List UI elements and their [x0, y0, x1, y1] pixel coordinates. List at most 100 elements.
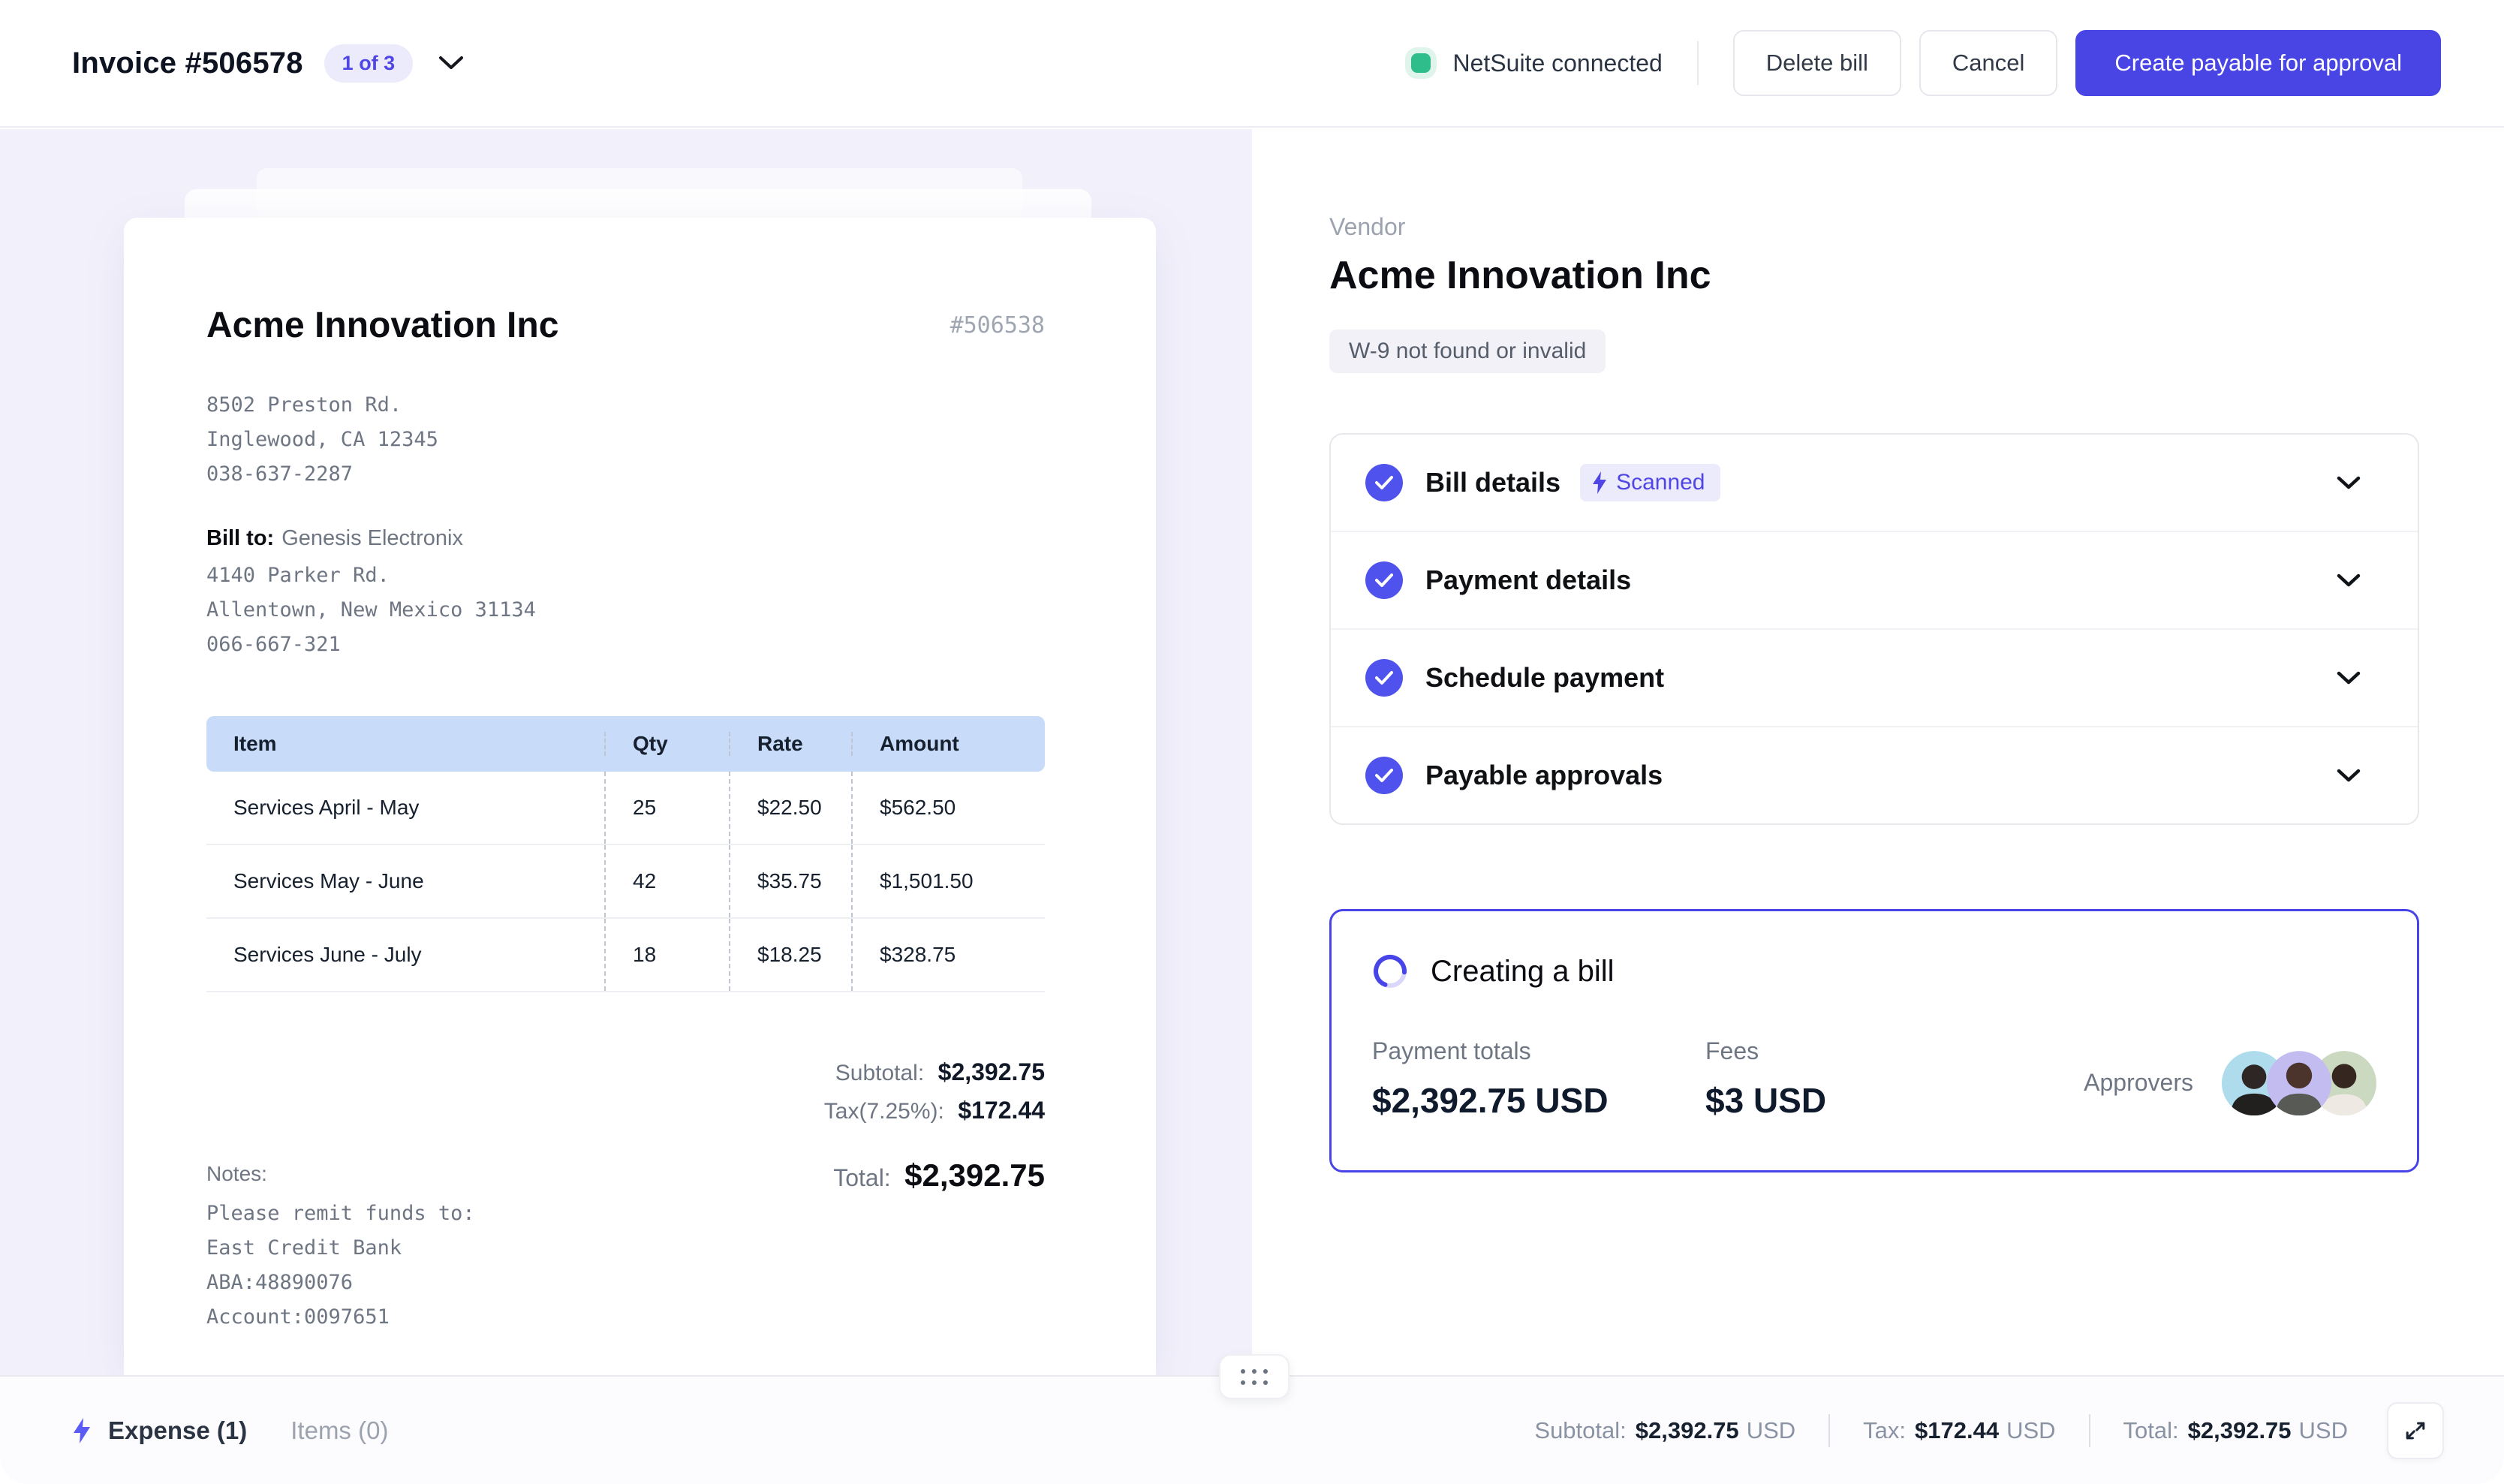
tab-expense-label: Expense (1) — [108, 1416, 248, 1444]
invoice-notes: Notes: Please remit funds to: East Credi… — [206, 1162, 475, 1335]
cell-qty: 25 — [604, 772, 729, 844]
col-header-item: Item — [233, 732, 277, 755]
footer-total-value: $2,392.75 — [2187, 1416, 2292, 1443]
total-label: Total: — [833, 1164, 891, 1191]
payment-totals-block: Payment totals $2,392.75 USD — [1372, 1037, 1705, 1121]
invoice-document: Acme Innovation Inc #506538 8502 Preston… — [124, 218, 1156, 1375]
header-bar: Invoice #506578 1 of 3 NetSuite connecte… — [0, 0, 2504, 128]
section-payment-details[interactable]: Payment details — [1331, 531, 2418, 628]
panel-resize-handle[interactable] — [1219, 1354, 1290, 1399]
cell-rate: $22.50 — [729, 772, 851, 844]
chevron-down-icon[interactable] — [2337, 769, 2361, 783]
footer-subtotal: Subtotal: $2,392.75 USD — [1534, 1417, 1795, 1444]
table-header-row: Item Qty Rate Amount — [206, 716, 1045, 772]
check-circle-icon — [1365, 464, 1403, 501]
document-preview-panel: Acme Innovation Inc #506538 8502 Preston… — [0, 129, 1252, 1375]
create-payable-button[interactable]: Create payable for approval — [2075, 30, 2441, 96]
footer-tax-label: Tax: — [1863, 1416, 1906, 1443]
cell-rate: $35.75 — [729, 845, 851, 917]
approver-avatar — [2267, 1050, 2331, 1115]
line-items-table: Item Qty Rate Amount Services April - Ma… — [206, 716, 1045, 992]
cell-item: Services April - May — [233, 796, 420, 819]
subtotal-label: Subtotal: — [835, 1061, 925, 1085]
section-label: Payable approvals — [1425, 760, 1663, 790]
lightning-icon — [1593, 471, 1607, 494]
notes-label: Notes: — [206, 1162, 267, 1185]
creating-bill-title: Creating a bill — [1431, 954, 1615, 988]
expand-button[interactable] — [2387, 1401, 2444, 1459]
header-divider — [1696, 41, 1699, 85]
invoice-switcher-chevron-down-icon[interactable] — [438, 56, 464, 71]
footer-total: Total: $2,392.75 USD — [2123, 1417, 2348, 1444]
bill-to-address-line: 4140 Parker Rd. — [206, 564, 390, 587]
notes-line: East Credit Bank — [206, 1236, 402, 1260]
invoice-vendor-address: 8502 Preston Rd. Inglewood, CA 12345 038… — [206, 388, 1045, 492]
footer-bar: Expense (1) Items (0) Subtotal: $2,392.75… — [0, 1375, 2504, 1484]
cell-rate: $18.25 — [729, 919, 851, 991]
bill-to-block: Bill to: Genesis Electronix 4140 Parker R… — [206, 526, 1045, 662]
drag-dots-icon — [1241, 1368, 1268, 1385]
total-value: $2,392.75 — [904, 1157, 1045, 1193]
cell-qty: 42 — [604, 845, 729, 917]
footer-total-currency: USD — [2298, 1416, 2348, 1443]
bill-to-address-line: Allentown, New Mexico 31134 — [206, 598, 536, 622]
invoice-totals: Subtotal: $2,392.75 Tax(7.25%): $172.44 … — [824, 1058, 1045, 1204]
footer-subtotal-label: Subtotal: — [1534, 1416, 1627, 1443]
chevron-down-icon[interactable] — [2337, 671, 2361, 685]
section-label: Schedule payment — [1425, 662, 1665, 693]
section-payable-approvals[interactable]: Payable approvals — [1331, 726, 2418, 823]
bill-to-name: Genesis Electronix — [281, 526, 463, 550]
tab-items[interactable]: Items (0) — [290, 1416, 388, 1445]
approvers-label: Approvers — [2084, 1069, 2193, 1097]
notes-line: Please remit funds to: — [206, 1202, 475, 1225]
netsuite-status-label: NetSuite connected — [1452, 49, 1663, 77]
check-circle-icon — [1365, 659, 1403, 697]
address-line: Inglewood, CA 12345 — [206, 428, 438, 451]
fees-value: $3 USD — [1705, 1081, 1827, 1120]
check-circle-icon — [1365, 757, 1403, 794]
col-header-amount: Amount — [851, 732, 1045, 756]
col-header-qty: Qty — [604, 732, 729, 756]
header-actions: NetSuite connected Delete bill Cancel Cr… — [1410, 30, 2441, 96]
chevron-down-icon[interactable] — [2337, 573, 2361, 588]
section-label: Bill details — [1425, 467, 1561, 498]
netsuite-status-icon — [1410, 53, 1431, 73]
bill-to-address-line: 066-667-321 — [206, 633, 341, 656]
cancel-button[interactable]: Cancel — [1919, 30, 2058, 96]
tax-label: Tax(7.25%): — [823, 1099, 944, 1124]
table-row: Services April - May 25 $22.50 $562.50 — [206, 772, 1045, 845]
approvers-group: Approvers — [2084, 1050, 2376, 1115]
section-label: Payment details — [1425, 564, 1632, 595]
bill-sections-accordion: Bill details Scanned Payment details — [1329, 433, 2419, 825]
delete-bill-button[interactable]: Delete bill — [1732, 30, 1901, 96]
bill-details-panel: Vendor Acme Innovation Inc W-9 not found… — [1252, 129, 2504, 1375]
section-bill-details[interactable]: Bill details Scanned — [1331, 435, 2418, 531]
footer-tax: Tax: $172.44 USD — [1863, 1417, 2055, 1444]
page-count-badge: 1 of 3 — [324, 44, 414, 83]
fees-block: Fees $3 USD — [1705, 1037, 2039, 1121]
address-line: 038-637-2287 — [206, 462, 354, 486]
footer-total-label: Total: — [2123, 1416, 2179, 1443]
chevron-down-icon[interactable] — [2337, 476, 2361, 490]
invoice-number: #506538 — [950, 312, 1045, 339]
cell-qty: 18 — [604, 919, 729, 991]
tab-expense[interactable]: Expense (1) — [72, 1416, 247, 1445]
table-row: Services May - June 42 $35.75 $1,501.50 — [206, 845, 1045, 919]
notes-line: Account:0097651 — [206, 1305, 390, 1329]
w9-status-badge: W-9 not found or invalid — [1329, 330, 1606, 373]
footer-subtotal-currency: USD — [1746, 1416, 1796, 1443]
footer-tax-currency: USD — [2006, 1416, 2056, 1443]
subtotal-value: $2,392.75 — [937, 1058, 1045, 1085]
col-header-rate: Rate — [729, 732, 851, 756]
cell-item: Services June - July — [233, 943, 422, 966]
spinner-icon — [1374, 955, 1407, 988]
payment-totals-label: Payment totals — [1372, 1037, 1531, 1064]
cell-amount: $562.50 — [851, 772, 1045, 844]
section-schedule-payment[interactable]: Schedule payment — [1331, 628, 2418, 726]
vendor-label: Vendor — [1329, 213, 1406, 240]
payment-totals-value: $2,392.75 USD — [1372, 1081, 1609, 1120]
tax-value: $172.44 — [958, 1097, 1045, 1124]
scanned-badge-label: Scanned — [1616, 470, 1705, 495]
creating-bill-card: Creating a bill Payment totals $2,392.75… — [1329, 909, 2419, 1172]
